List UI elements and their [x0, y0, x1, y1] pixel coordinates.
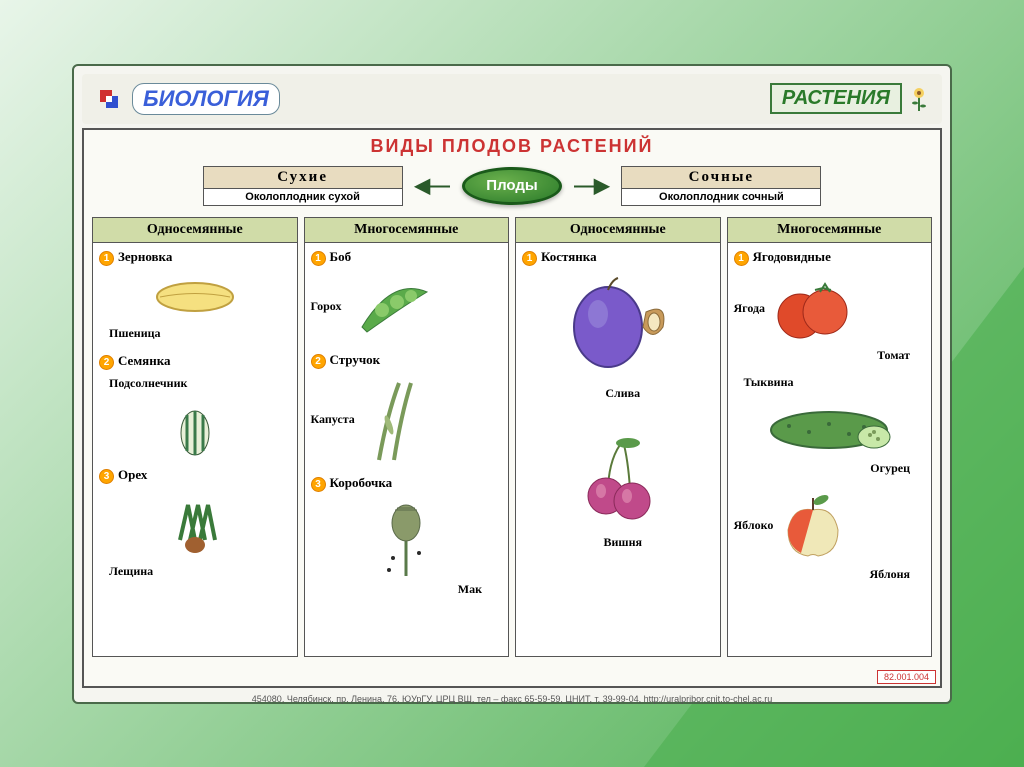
- dry-sub: Околоплодник сухой: [204, 189, 402, 205]
- logo-box: БИОЛОГИЯ: [94, 83, 280, 115]
- apple-icon: [773, 488, 853, 563]
- col-juicy-multi: Многосемянные 1 Ягодовидные Ягода Томат Т…: [727, 217, 933, 657]
- col-body: 1 Ягодовидные Ягода Томат Тыквина: [728, 243, 932, 656]
- col-juicy-single: Односемянные 1 Костянка Слива: [515, 217, 721, 657]
- col-dry-multi: Многосемянные 1 Боб Горох 2 Стручок Капуст…: [304, 217, 510, 657]
- content-frame: ВИДЫ ПЛОДОВ РАСТЕНИЙ Сухие Околоплодник …: [82, 128, 942, 688]
- plant-label: Капуста: [311, 412, 355, 427]
- item-head: Коробочка: [330, 475, 393, 490]
- plants-box: РАСТЕНИЯ: [770, 83, 930, 114]
- arrow-left: ◀—: [415, 173, 450, 198]
- cucumber-icon: [734, 402, 926, 457]
- juicy-box: Сочные Околоплодник сочный: [621, 166, 821, 206]
- footer-text: 454080, Челябинск, пр. Ленина, 76, ЮУрГУ…: [82, 694, 942, 704]
- plant-label: Мак: [321, 582, 483, 597]
- chart-title: ВИДЫ ПЛОДОВ РАСТЕНИЙ: [92, 136, 932, 157]
- col-header: Односемянные: [516, 218, 720, 243]
- plant-label: Подсолнечник: [109, 376, 291, 391]
- flower-icon: [908, 85, 930, 113]
- chart-container: БИОЛОГИЯ РАСТЕНИЯ ВИДЫ ПЛОДОВ РАСТЕНИЙ С…: [72, 64, 952, 704]
- logo-icon: [94, 84, 124, 114]
- col-header: Односемянные: [93, 218, 297, 243]
- col-body: 1 Боб Горох 2 Стручок Капуста 3 Коробочка: [305, 243, 509, 656]
- bullet: 1: [522, 251, 537, 266]
- arrow-right: —▶: [574, 173, 609, 198]
- sub-label: Тыквина: [744, 375, 926, 390]
- hazelnut-icon: [99, 490, 291, 560]
- item-head: Зерновка: [118, 249, 172, 264]
- plant-label: Огурец: [744, 461, 911, 476]
- pea-icon: [347, 272, 437, 342]
- col-header: Многосемянные: [305, 218, 509, 243]
- bullet: 3: [311, 477, 326, 492]
- plant-label: Пшеница: [109, 326, 291, 341]
- plant-label: Горох: [311, 299, 342, 314]
- columns-row: Односемянные 1Зерновка Пшеница 2Семянка …: [92, 217, 932, 657]
- top-classification-row: Сухие Околоплодник сухой ◀— Плоды —▶ Соч…: [92, 161, 932, 211]
- plant-label: Вишня: [532, 535, 714, 550]
- wheat-icon: [99, 272, 291, 322]
- plant-label: Лещина: [109, 564, 291, 579]
- tomato-icon: [765, 274, 855, 344]
- cherry-icon: [522, 431, 714, 531]
- dry-box: Сухие Околоплодник сухой: [203, 166, 403, 206]
- biology-label: БИОЛОГИЯ: [132, 83, 280, 115]
- item-head: Ягодовидные: [753, 249, 831, 264]
- item-head: Орех: [118, 467, 147, 482]
- bullet: 2: [99, 355, 114, 370]
- bullet: 3: [99, 469, 114, 484]
- bullet: 1: [311, 251, 326, 266]
- col-header: Многосемянные: [728, 218, 932, 243]
- plum-icon: [522, 272, 714, 382]
- item-head: Стручок: [330, 352, 381, 367]
- header-bar: БИОЛОГИЯ РАСТЕНИЯ: [82, 74, 942, 124]
- bullet: 1: [99, 251, 114, 266]
- col-dry-single: Односемянные 1Зерновка Пшеница 2Семянка …: [92, 217, 298, 657]
- juicy-label: Сочные: [622, 167, 820, 189]
- code-box: 82.001.004: [877, 670, 936, 684]
- plant-label: Яблоня: [744, 567, 911, 582]
- poppy-icon: [311, 498, 503, 578]
- bullet: 1: [734, 251, 749, 266]
- item-head: Семянка: [118, 353, 171, 368]
- item-head: Боб: [330, 249, 352, 264]
- plant-label: Слива: [532, 386, 714, 401]
- fruits-node: Плоды: [462, 167, 562, 205]
- sub-label: Ягода: [734, 301, 766, 316]
- col-body: 1Зерновка Пшеница 2Семянка Подсолнечник …: [93, 243, 297, 656]
- item-head: Костянка: [541, 249, 597, 264]
- juicy-sub: Околоплодник сочный: [622, 189, 820, 205]
- cabbage-pod-icon: [359, 375, 429, 465]
- sub-label: Яблоко: [734, 518, 774, 533]
- col-body: 1 Костянка Слива: [516, 243, 720, 656]
- plant-label: Томат: [744, 348, 911, 363]
- sunflower-seed-icon: [99, 403, 291, 463]
- plants-label: РАСТЕНИЯ: [770, 83, 902, 114]
- dry-label: Сухие: [204, 167, 402, 189]
- bullet: 2: [311, 354, 326, 369]
